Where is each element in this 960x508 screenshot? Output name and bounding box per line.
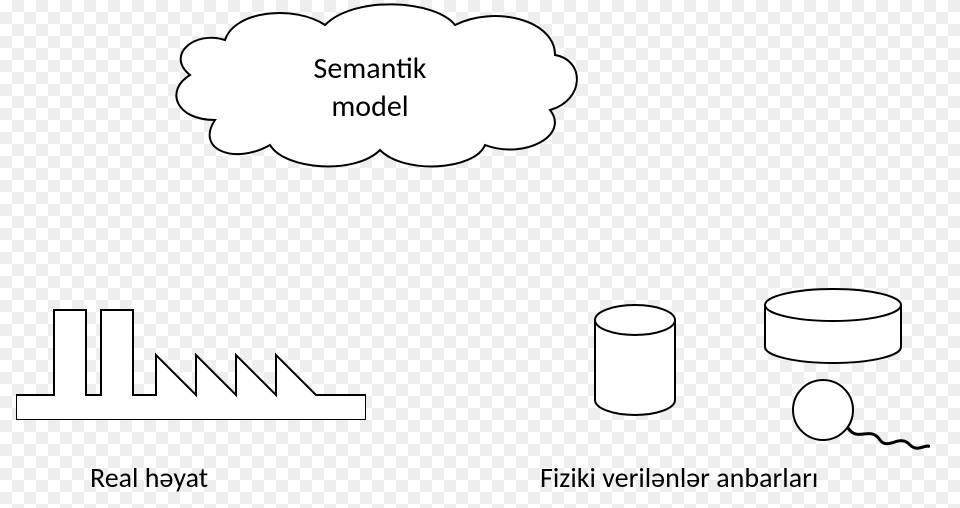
factory-caption: Real həyat	[90, 460, 208, 495]
factory-real-life	[16, 305, 366, 420]
cloud-label-line1: Semantik	[314, 50, 427, 87]
cloud-semantic-model: Semantik model	[155, 0, 585, 175]
cloud-label: Semantik model	[314, 50, 427, 125]
datastore-shape	[570, 285, 930, 455]
cylinder-wide-icon	[765, 289, 901, 363]
factory-shape	[16, 305, 366, 420]
datastore-physical	[570, 285, 930, 455]
sphere-icon	[793, 380, 930, 448]
cloud-label-line2: model	[331, 88, 408, 125]
datastore-caption: Fiziki verilənlər anbarları	[540, 460, 818, 495]
cylinder-tall-icon	[595, 305, 675, 415]
